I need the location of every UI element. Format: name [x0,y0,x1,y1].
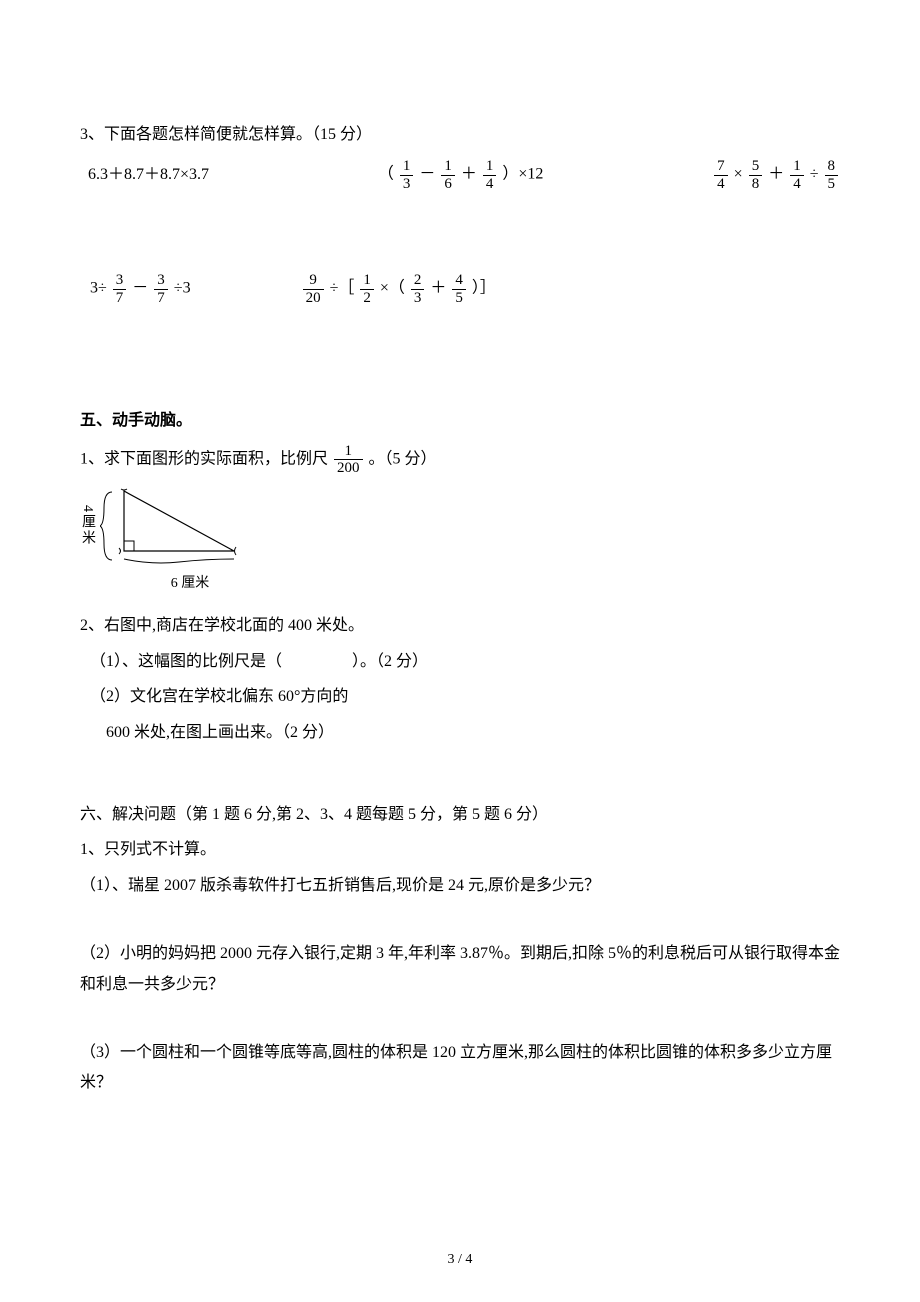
frac-den: 5 [825,176,839,193]
frac-num: 1 [360,272,374,290]
eq5-f1: 920 [303,272,324,306]
eq2-f3: 14 [483,158,497,192]
frac-den: 2 [360,290,374,307]
frac-num: 1 [441,158,455,176]
q3-eq3: 74 × 58 ＋ 14 ÷ 85 [712,158,840,192]
sec6-q1-1: （1）、瑞星 2007 版杀毒软件打七五折销售后,现价是 24 元,原价是多少元… [80,871,840,901]
q3-eq4: 3÷ 37 － 37 ÷3 [90,272,191,306]
sec6-q1-2: （2）小明的妈妈把 2000 元存入银行,定期 3 年,年利率 3.87％。到期… [80,939,840,1000]
frac-num: 5 [749,158,763,176]
frac-num: 4 [452,272,466,290]
frac-num: 1 [790,158,804,176]
frac-num: 1 [483,158,497,176]
q3-row1: 6.3＋8.7＋8.7×3.7 （ 13 － 16 ＋ 14 ）×12 74 ×… [88,158,840,192]
frac-den: 6 [441,176,455,193]
eq2-op2: ＋ [461,166,477,183]
eq5-f3: 23 [411,272,425,306]
frac-num: 3 [113,272,127,290]
triangle-icon [116,487,251,565]
frac-den: 5 [452,290,466,307]
frac-den: 7 [113,290,127,307]
frac-den: 3 [411,290,425,307]
q3-eq5: 920 ÷［ 12 ×（ 23 ＋ 45 ）］ [301,272,496,306]
eq3-f4: 85 [825,158,839,192]
frac-num: 2 [411,272,425,290]
eq4-mid: － [132,280,148,297]
triangle-width-label: 6 厘米 [130,571,250,598]
eq3-f1: 74 [714,158,728,192]
frac-den: 4 [714,176,728,193]
q3-eq2: （ 13 － 16 ＋ 14 ）×12 [378,158,544,192]
page-number: 3 / 4 [0,1247,920,1274]
sec5-title: 五、动手动脑。 [80,406,840,436]
eq5-f4: 45 [452,272,466,306]
sec5-q1-post: 。（5 分） [369,450,437,467]
sec5-q2-1b: ）。（2 分） [352,653,428,670]
sec5-q2-1a: （1）、这幅图的比例尺是（ [90,653,282,670]
eq4-post: ÷3 [174,280,191,297]
sec5-q2-1: （1）、这幅图的比例尺是（ ）。（2 分） [90,647,840,677]
eq5-mid1: ÷［ [330,280,355,297]
eq3-f3: 14 [790,158,804,192]
frac-den: 4 [483,176,497,193]
frac-num: 3 [154,272,168,290]
sec5-q2-2b: 600 米处,在图上画出来。（2 分） [106,718,840,748]
sec5-q2-2: （2）文化宫在学校北偏东 60°方向的 [90,682,840,712]
eq3-op1: × [734,166,743,183]
eq3-op2: ＋ [768,166,784,183]
frac-den: 4 [790,176,804,193]
q3-eq1: 6.3＋8.7＋8.7×3.7 [88,160,209,190]
eq3-f2: 58 [749,158,763,192]
triangle-height-label: 4厘米 [80,505,94,546]
sec5-q1-frac: 1200 [334,443,363,477]
sec6-q1: 1、只列式不计算。 [80,835,840,865]
sec5-q2: 2、右图中,商店在学校北面的 400 米处。 [80,611,840,641]
sec6-title: 六、解决问题（第 1 题 6 分,第 2、3、4 题每题 5 分，第 5 题 6… [80,800,840,830]
eq5-post: ）］ [472,280,496,297]
frac-num: 7 [714,158,728,176]
eq4-pre: 3÷ [90,280,107,297]
eq2-op1: － [419,166,435,183]
frac-num: 8 [825,158,839,176]
eq2-f2: 16 [441,158,455,192]
eq5-mid2: ×（ [380,280,405,297]
frac-den: 8 [749,176,763,193]
q3-row2: 3÷ 37 － 37 ÷3 920 ÷［ 12 ×（ 23 ＋ 45 ）］ [90,272,840,306]
eq4-f2: 37 [154,272,168,306]
frac-den: 200 [334,460,363,477]
frac-den: 7 [154,290,168,307]
sec5-q1-pre: 1、求下面图形的实际面积，比例尺 [80,450,328,467]
eq5-f2: 12 [360,272,374,306]
eq5-op: ＋ [430,280,446,297]
sec5-q1: 1、求下面图形的实际面积，比例尺 1200 。（5 分） [80,443,840,477]
eq2-pre: （ [378,166,394,183]
triangle-diagram: 4厘米 [80,487,840,565]
frac-num: 9 [303,272,324,290]
brace-icon [100,490,114,562]
frac-num: 1 [334,443,363,461]
sec6-q1-3: （3）一个圆柱和一个圆锥等底等高,圆柱的体积是 120 立方厘米,那么圆柱的体积… [80,1038,840,1099]
eq3-op3: ÷ [810,166,819,183]
eq2-post: ）×12 [502,166,543,183]
frac-den: 3 [400,176,414,193]
q3-title: 3、下面各题怎样简便就怎样算。（15 分） [80,120,840,150]
eq2-f1: 13 [400,158,414,192]
eq4-f1: 37 [113,272,127,306]
frac-num: 1 [400,158,414,176]
frac-den: 20 [303,290,324,307]
